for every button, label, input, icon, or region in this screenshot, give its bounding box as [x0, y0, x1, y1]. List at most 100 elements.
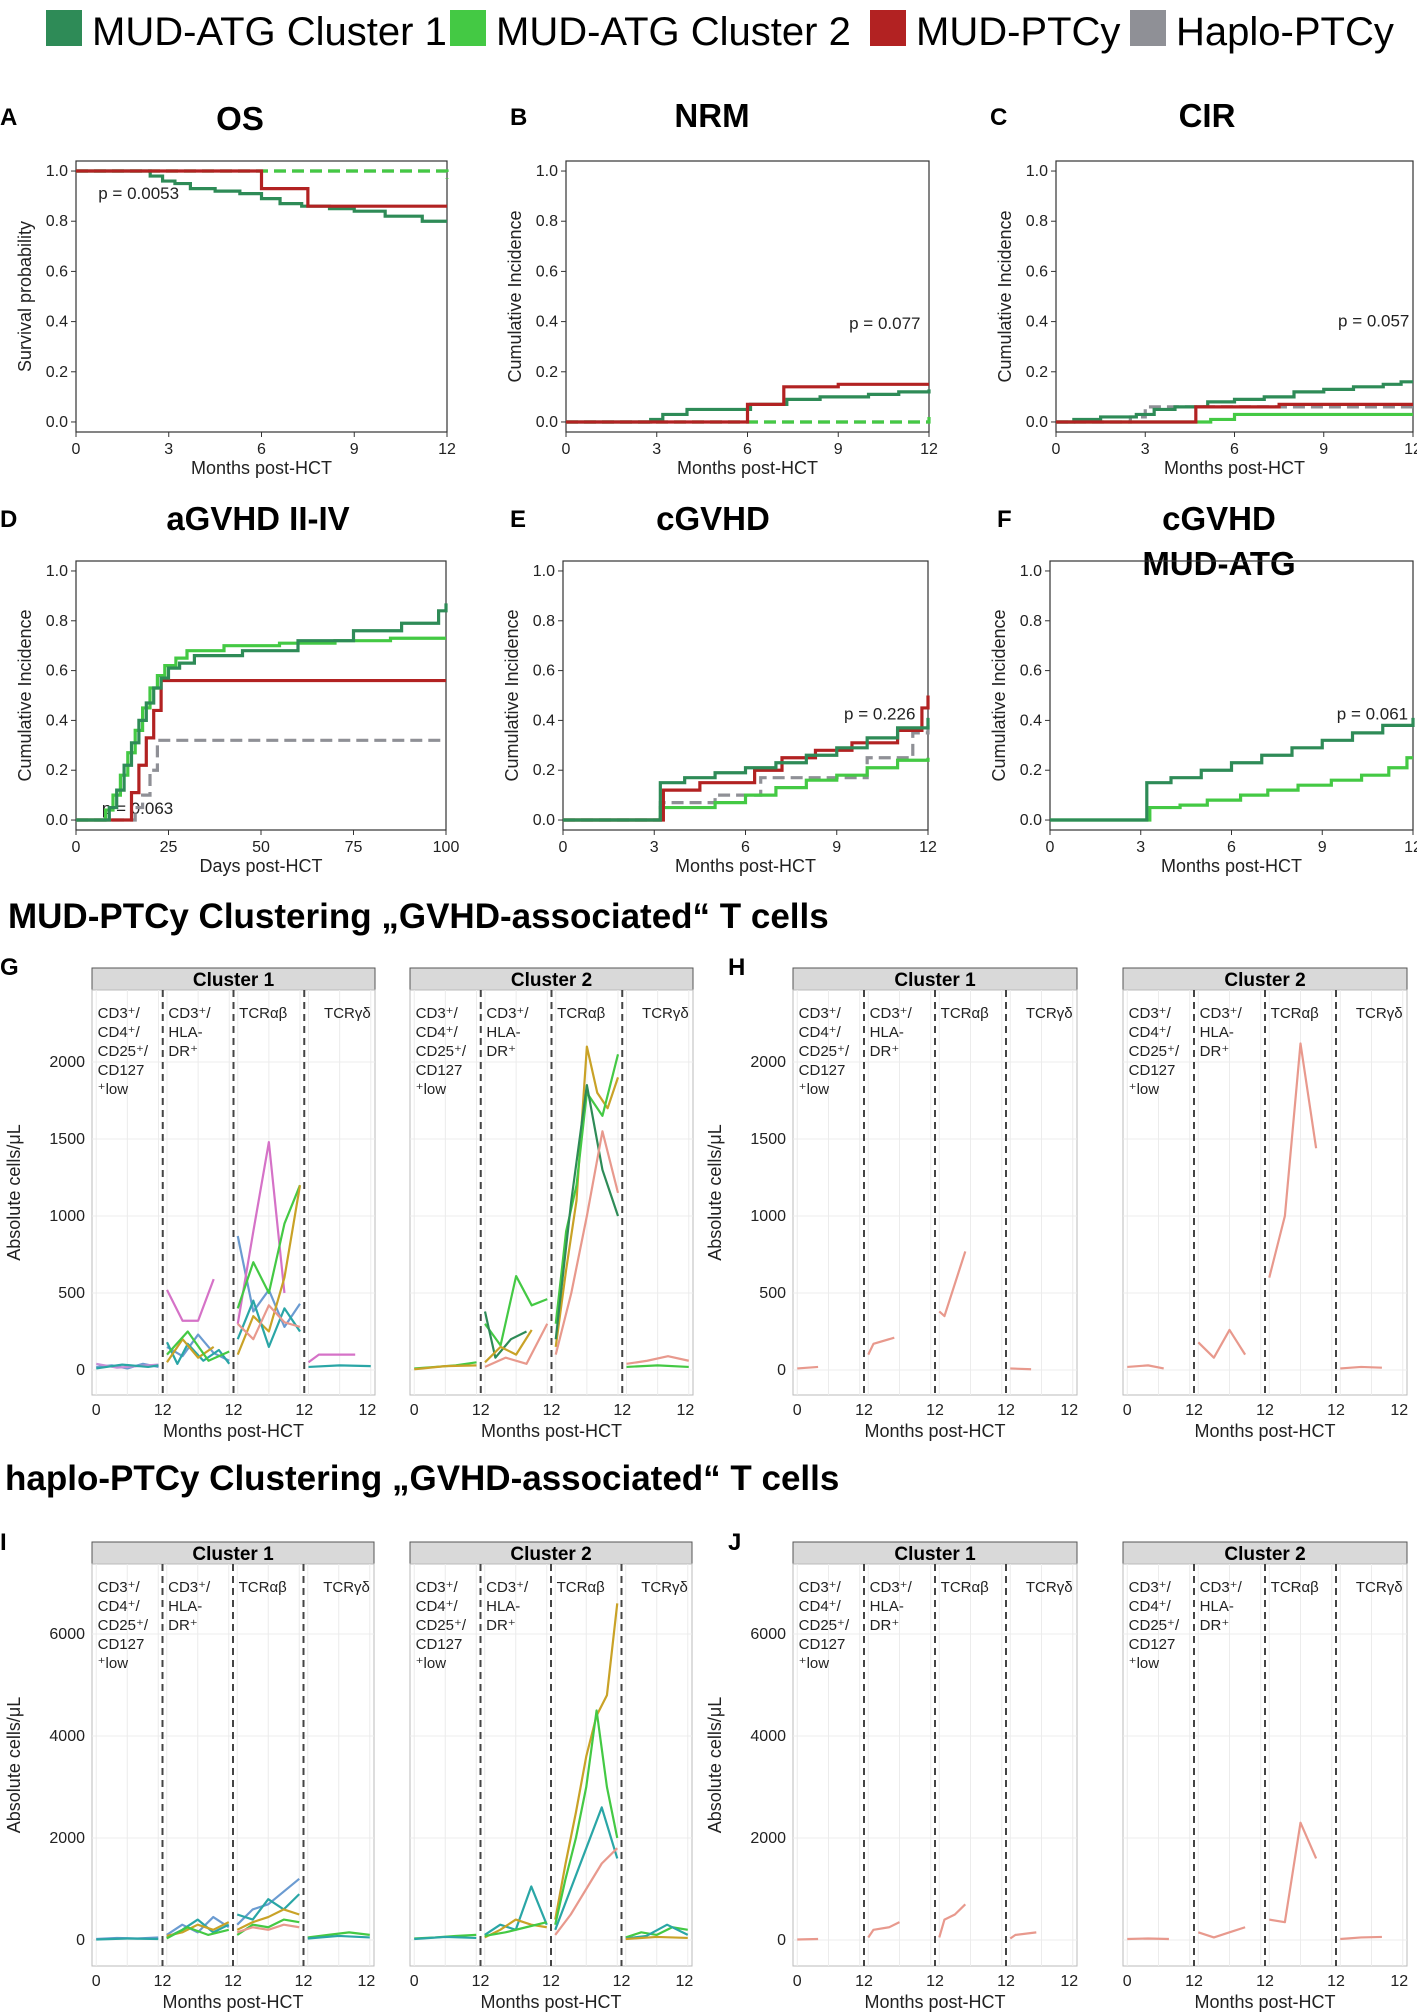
trajectory-line: [554, 1603, 619, 1920]
y-tick-label: 0.8: [1020, 613, 1042, 630]
trajectory-line: [554, 1806, 619, 1931]
trajectory-line: [414, 1364, 477, 1371]
x-tick-label: 9: [350, 441, 359, 458]
facet-cluster-2: Cluster 2 CD3⁺/ CD4⁺/ CD25⁺/ CD127 ⁺low CD3⁺/ H…: [1122, 967, 1408, 1441]
series-mud-ptcy: [1056, 402, 1413, 424]
category-label-line: CD4⁺/: [98, 1024, 141, 1041]
y-tick-label: 0.2: [46, 364, 68, 381]
category-label-line: DR⁺: [486, 1617, 516, 1634]
category-label-line: ⁺low: [416, 1655, 447, 1672]
x-axis-label: Months post-HCT: [163, 1421, 304, 1441]
x-axis-label: Months post-HCT: [481, 1421, 622, 1441]
category-label-line: CD4⁺/: [98, 1598, 141, 1615]
y-tick-label: 2000: [49, 1054, 85, 1071]
category-label-tcr: TCRγδ: [641, 1579, 688, 1596]
category-label-line: CD4⁺/: [416, 1024, 459, 1041]
panel-letter-d: D: [0, 506, 17, 533]
category-label-line: CD25⁺/: [98, 1043, 149, 1060]
category-label-line: CD3⁺/: [168, 1579, 211, 1596]
x-tick-label: 12: [926, 1973, 944, 1990]
legend-swatch-mud-atg-cluster-1: [46, 10, 82, 46]
y-tick-label: 1000: [750, 1208, 786, 1225]
y-tick-label: 0.6: [1026, 263, 1048, 280]
category-label-line: ⁺low: [416, 1081, 447, 1098]
y-tick-label: 1.0: [1020, 563, 1042, 580]
category-label-line: TCRγδ: [1356, 1005, 1403, 1022]
x-tick-label: 6: [257, 441, 266, 458]
category-label-line: CD127: [799, 1636, 846, 1653]
category-label-line: HLA-: [870, 1024, 904, 1041]
plot-frame: [565, 160, 930, 433]
x-tick-label: 3: [164, 441, 173, 458]
panel-letter-c: C: [990, 104, 1007, 131]
x-tick-label: 25: [160, 839, 178, 856]
category-label-line: CD3⁺/: [870, 1579, 913, 1596]
p-value: p = 0.077: [849, 314, 920, 333]
x-axis-label: Months post-HCT: [675, 856, 816, 876]
y-tick-label: 0.8: [1026, 213, 1048, 230]
y-tick-label: 0.2: [1020, 762, 1042, 779]
category-label-cd3-hla-dr: CD3⁺/ HLA- DR⁺: [870, 1579, 913, 1634]
trajectory-line: [96, 1362, 159, 1369]
x-tick-label: 0: [92, 1402, 101, 1419]
category-label-line: CD3⁺/: [416, 1579, 459, 1596]
y-tick-label: 0: [76, 1932, 85, 1949]
x-tick-label: 3: [1141, 441, 1150, 458]
category-label-line: TCRαβ: [941, 1579, 989, 1596]
category-label-line: CD3⁺/: [486, 1579, 529, 1596]
panel-title-line2: MUD-ATG: [1142, 545, 1295, 582]
category-label-line: TCRαβ: [1271, 1005, 1319, 1022]
category-label-tcr: TCRαβ: [941, 1579, 989, 1596]
y-axis-label: Absolute cells/μL: [705, 1697, 725, 1833]
legend-swatch-haplo-ptcy: [1130, 10, 1166, 46]
category-label-line: ⁺low: [98, 1655, 129, 1672]
category-label-cd3-hla-dr: CD3⁺/ HLA- DR⁺: [1200, 1005, 1243, 1060]
y-tick-label: 0.0: [1026, 414, 1048, 431]
series-mud-atg-cluster-2: [566, 416, 931, 424]
trajectory-line: [236, 1185, 302, 1356]
series-mud-ptcy: [76, 169, 447, 208]
y-tick-label: 2000: [750, 1830, 786, 1847]
x-tick-label: 50: [252, 839, 270, 856]
y-axis-label: Absolute cells/μL: [4, 1697, 24, 1833]
x-tick-label: 12: [542, 1973, 560, 1990]
p-value: p = 0.061: [1337, 705, 1408, 724]
panel-j: J 0 2000 4000 6000 Absolute cells/μL Cluster 1…: [705, 1529, 1408, 2012]
x-tick-label: 12: [357, 1973, 375, 1990]
trajectory-line: [308, 1364, 371, 1369]
facet-panels: G 0 500 1000 1500 2000 Absolute cells/μL Cluste…: [0, 954, 1408, 2012]
y-tick-label: 6000: [750, 1626, 786, 1643]
trajectory-line: [554, 1130, 620, 1355]
trajectory-line: [1197, 1926, 1246, 1939]
y-tick-label: 1.0: [536, 163, 558, 180]
panel-letter-f: F: [997, 506, 1012, 533]
panel-letter-b: B: [510, 104, 527, 131]
x-tick-label: 12: [295, 1973, 313, 1990]
x-tick-label: 12: [1404, 839, 1417, 856]
category-label-line: CD3⁺/: [799, 1579, 842, 1596]
y-tick-label: 2000: [750, 1054, 786, 1071]
x-tick-label: 12: [613, 1973, 631, 1990]
x-tick-label: 12: [919, 839, 937, 856]
trajectory-line: [797, 1365, 819, 1370]
x-tick-label: 75: [345, 839, 363, 856]
trajectory-line: [307, 1934, 370, 1940]
y-tick-label: 0: [76, 1362, 85, 1379]
trajectory-line: [484, 1323, 549, 1368]
y-tick-label: 0.2: [46, 762, 68, 779]
x-tick-label: 0: [1052, 441, 1061, 458]
section-title-haplo-ptcy: haplo-PTCy Clustering „GVHD-associated“ …: [5, 1459, 839, 1498]
facet-strip-label: Cluster 2: [1224, 1544, 1305, 1565]
y-axis-label: Cumulative Incidence: [502, 609, 522, 781]
x-tick-label: 12: [676, 1402, 694, 1419]
series-mud-atg-cluster-1: [563, 717, 930, 822]
series-mud-atg-cluster-2: [563, 757, 930, 822]
category-label-line: CD127: [1129, 1062, 1176, 1079]
category-label-line: DR⁺: [168, 1617, 198, 1634]
series-mud-atg-cluster-2: [76, 636, 446, 822]
series-mud-atg-cluster-2: [1056, 412, 1413, 424]
category-label-line: ⁺low: [1129, 1081, 1160, 1098]
trajectory-line: [484, 1921, 548, 1938]
category-label-line: HLA-: [1200, 1024, 1234, 1041]
p-value: p = 0.226: [844, 705, 915, 724]
